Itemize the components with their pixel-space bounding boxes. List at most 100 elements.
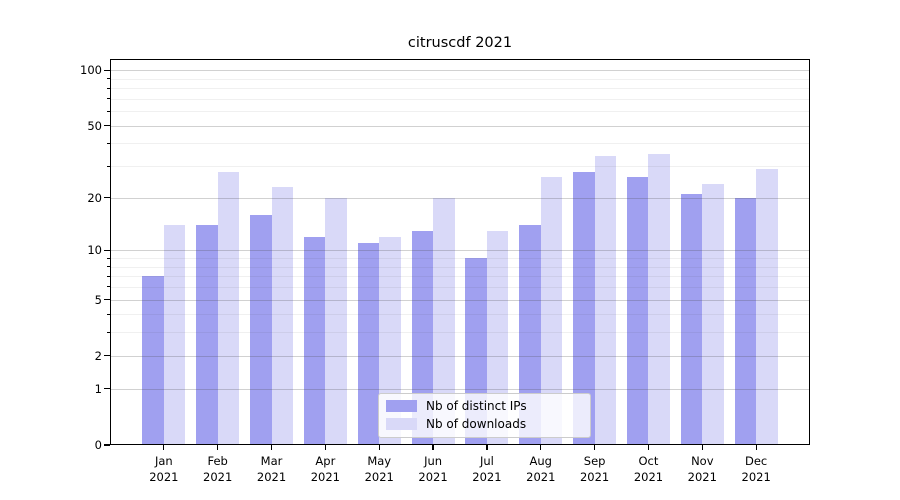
gridline-minor-3 — [110, 332, 810, 334]
gridline-minor-40 — [110, 143, 810, 145]
bar-downloads-may — [379, 236, 401, 445]
x-tick-label-jan: Jan 2021 — [149, 454, 179, 484]
bar-ips-oct — [626, 177, 649, 445]
bar-downloads-jul — [486, 230, 509, 445]
y-minor-tick-70 — [106, 98, 110, 100]
y-minor-tick-90 — [106, 78, 110, 80]
x-tick-label-apr: Apr 2021 — [310, 454, 341, 484]
y-tick-2 — [103, 355, 110, 357]
y-tick-label-2: 2 — [94, 348, 102, 363]
bar-ips-jan — [142, 276, 164, 445]
y-tick-5 — [103, 298, 110, 301]
gridline-minor-80 — [110, 88, 810, 90]
bar-ips-feb — [196, 225, 218, 445]
x-tick-jan — [163, 445, 165, 450]
bar-downloads-nov — [702, 183, 724, 445]
y-minor-tick-30 — [106, 165, 110, 167]
gridline-major-1 — [110, 388, 810, 390]
bar-downloads-dec — [756, 168, 778, 445]
gridline-major-50 — [110, 125, 810, 127]
x-tick-label-dec: Dec 2021 — [741, 454, 771, 484]
x-tick-label-oct: Oct 2021 — [633, 454, 664, 484]
legend-item-downloads: Nb of downloads — [386, 417, 582, 431]
bar-downloads-apr — [325, 197, 347, 445]
y-minor-tick-80 — [106, 87, 110, 89]
x-tick-label-may: May 2021 — [364, 454, 394, 484]
y-minor-tick-7 — [106, 275, 110, 277]
gridline-minor-70 — [110, 98, 810, 100]
x-tick-jul — [486, 445, 488, 450]
y-tick-1 — [103, 388, 110, 390]
y-tick-label-5: 5 — [94, 292, 102, 307]
bar-ips-may — [357, 243, 380, 445]
gridline-major-5 — [110, 299, 810, 301]
legend-label-distinct-ips: Nb of distinct IPs — [426, 399, 527, 413]
bar-ips-sep — [573, 171, 595, 445]
y-tick-label-0: 0 — [94, 438, 102, 452]
bar-ips-dec — [734, 197, 757, 445]
y-tick-10 — [103, 249, 110, 251]
chart-title: citruscdf 2021 — [407, 35, 513, 51]
x-tick-label-mar: Mar 2021 — [256, 454, 287, 484]
y-tick-100 — [103, 69, 110, 71]
x-tick-sep — [594, 445, 596, 450]
y-tick-label-1: 1 — [94, 381, 102, 396]
gridline-major-2 — [110, 355, 810, 357]
legend: Nb of distinct IPs Nb of downloads — [378, 393, 591, 438]
bar-ips-apr — [303, 236, 326, 445]
gridline-minor-4 — [110, 314, 810, 316]
plot-area — [110, 59, 810, 445]
bar-downloads-mar — [271, 186, 294, 445]
x-tick-label-nov: Nov 2021 — [687, 454, 717, 484]
legend-label-downloads: Nb of downloads — [426, 417, 527, 431]
bar-downloads-jan — [163, 225, 186, 445]
y-minor-tick-60 — [106, 110, 110, 112]
bar-downloads-feb — [217, 171, 240, 445]
gridline-minor-30 — [110, 166, 810, 168]
bar-ips-jun — [411, 230, 434, 445]
gridline-minor-90 — [110, 78, 810, 80]
gridline-minor-7 — [110, 276, 810, 278]
bar-ips-aug — [519, 225, 541, 445]
x-tick-mar — [270, 445, 273, 450]
legend-swatch-distinct-ips — [386, 400, 417, 412]
gridline-major-10 — [110, 250, 810, 252]
x-tick-label-jun: Jun 2021 — [418, 454, 448, 484]
y-minor-tick-4 — [106, 313, 110, 315]
x-tick-label-aug: Aug 2021 — [526, 454, 556, 484]
x-tick-label-jul: Jul 2021 — [472, 454, 502, 484]
y-minor-tick-3 — [106, 331, 110, 333]
y-minor-tick-40 — [106, 142, 110, 144]
y-tick-label-100: 100 — [80, 63, 102, 78]
y-minor-tick-9 — [106, 257, 110, 259]
y-minor-tick-6 — [106, 286, 110, 288]
x-tick-may — [378, 445, 380, 450]
x-tick-feb — [217, 445, 219, 450]
x-tick-oct — [647, 445, 650, 450]
y-tick-0 — [103, 444, 110, 446]
bar-downloads-jun — [433, 197, 455, 445]
gridline-minor-8 — [110, 266, 810, 268]
bar-downloads-oct — [648, 154, 670, 445]
legend-item-distinct-ips: Nb of distinct IPs — [386, 399, 582, 413]
gridline-major-20 — [110, 197, 810, 199]
gridline-minor-9 — [110, 258, 810, 260]
gridline-major-100 — [110, 70, 810, 72]
bar-ips-nov — [680, 194, 703, 445]
y-tick-label-20: 20 — [87, 190, 102, 205]
x-tick-dec — [755, 445, 757, 450]
y-tick-20 — [103, 197, 110, 199]
legend-swatch-downloads — [386, 418, 417, 430]
y-minor-tick-8 — [106, 266, 110, 268]
y-tick-label-10: 10 — [87, 243, 102, 258]
gridline-minor-60 — [110, 111, 810, 113]
x-tick-apr — [324, 445, 326, 450]
gridline-minor-6 — [110, 286, 810, 288]
x-tick-label-sep: Sep 2021 — [579, 454, 610, 484]
bar-downloads-aug — [540, 177, 563, 445]
bar-downloads-sep — [594, 156, 617, 445]
x-tick-label-feb: Feb 2021 — [203, 454, 233, 484]
bar-ips-mar — [250, 214, 272, 445]
y-tick-label-50: 50 — [87, 118, 102, 133]
